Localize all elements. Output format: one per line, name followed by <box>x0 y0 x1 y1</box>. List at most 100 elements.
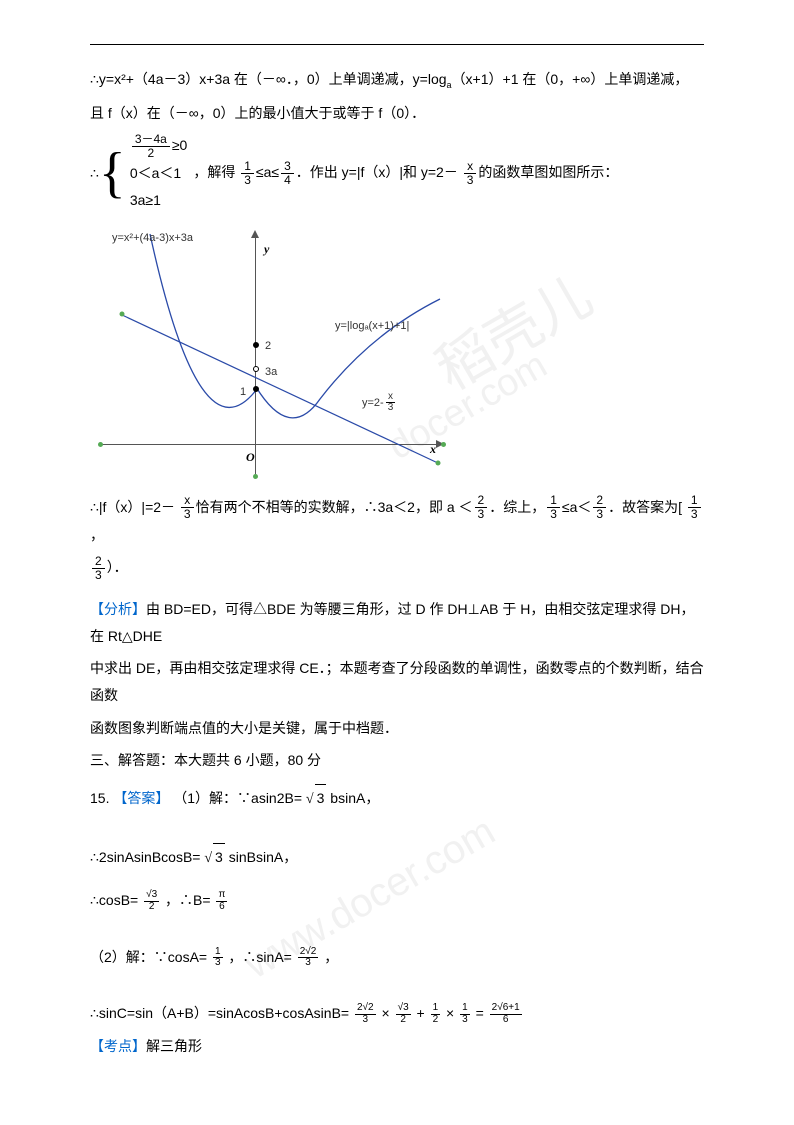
brace-after: ，解得 13≤a≤34．作出 y=|f（x）|和 y=2－ x3的函数草图如图所… <box>193 159 618 187</box>
label-parabola: y=x²+(4a-3)x+3a <box>112 228 193 249</box>
d: 3 <box>460 1015 470 1026</box>
point-2-label: 2 <box>265 336 271 357</box>
num: 3－4a <box>132 133 170 147</box>
point-1 <box>253 386 259 392</box>
point-2 <box>253 342 259 348</box>
answer-label: 【答案】 <box>113 790 169 806</box>
text: （x+1）+1 在（0，+∞）上单调递减， <box>452 71 689 87</box>
kaodian-line: 【考点】解三角形 <box>90 1033 704 1060</box>
q15-line1: 15. 【答案】 （1）解：∵asin2B= √3 bsinA， <box>90 784 704 814</box>
brace-left: { <box>99 145 126 201</box>
header-rule <box>90 44 704 45</box>
text: ．故答案为[ <box>608 499 686 515</box>
conclusion-line-2: 23）． <box>90 554 704 582</box>
text: ∴cosB= <box>90 892 142 908</box>
n: 3 <box>281 160 294 174</box>
d: 3 <box>241 174 254 187</box>
n: 2 <box>593 494 606 508</box>
text: × <box>378 1005 394 1021</box>
text: 由 BD=ED，可得△BDE 为等腰三角形，过 D 作 DH⊥AB 于 H，由相… <box>90 601 695 644</box>
x-axis-label: x <box>430 438 436 461</box>
q15-line3: ∴cosB= √32 ，∴B= π6 <box>90 887 704 914</box>
brace-row-3: 3a≥1 <box>130 187 188 214</box>
sqrt-body: 3 <box>315 784 327 812</box>
tail: ≥0 <box>172 137 187 153</box>
analysis-line-2: 中求出 DE，再由相交弦定理求得 CE．；本题考查了分段函数的单调性，函数零点的… <box>90 655 704 708</box>
d: 3 <box>547 508 560 521</box>
text: ∴sinC=sin（A+B）=sinAcosB+cosAsinB= <box>90 1005 353 1021</box>
label-log: y=|logₐ(x+1)+1| <box>335 316 409 337</box>
n: 1 <box>547 494 560 508</box>
section-3-heading: 三、解答题：本大题共 6 小题，80 分 <box>90 747 704 774</box>
brace-row-1: 3－4a2≥0 <box>130 132 188 160</box>
d: 2 <box>396 1015 411 1026</box>
origin-label: O <box>246 446 255 469</box>
text: ≤a≤ <box>256 164 279 180</box>
q15-line5: ∴sinC=sin（A+B）=sinAcosB+cosAsinB= 2√23 ×… <box>90 1000 704 1027</box>
text: = <box>472 1005 488 1021</box>
n: 1 <box>241 160 254 174</box>
text: bsinA， <box>326 790 379 806</box>
d: 2 <box>144 902 159 913</box>
text: 解三角形 <box>146 1038 202 1054</box>
q-num: 15. <box>90 790 109 806</box>
text: ∴y=x²+（4a－3）x+3a 在（－∞．，0）上单调递减，y=log <box>90 71 447 87</box>
q15-part2: （2）解：∵cosA= 13 ，∴sinA= 2√23 ， <box>90 944 704 971</box>
text: ∴|f（x）|=2－ <box>90 499 179 515</box>
text: ， <box>320 949 338 965</box>
line-end-dot <box>120 311 125 316</box>
n: 2 <box>92 555 105 569</box>
d: 3 <box>213 958 223 969</box>
text: ， <box>90 527 104 543</box>
text: ，解得 <box>193 164 239 180</box>
function-chart: y=x²+(4a-3)x+3a y=|logₐ(x+1)+1| y=2-x3 y… <box>90 224 450 484</box>
d: 3 <box>593 508 606 521</box>
d: 6 <box>490 1015 522 1026</box>
label-line: y=2-x3 <box>362 392 397 414</box>
q15-line2: ∴2sinAsinBcosB= √3 sinBsinA， <box>90 843 704 873</box>
point-3a-label: 3a <box>265 362 277 383</box>
kaodian-label: 【考点】 <box>90 1038 146 1054</box>
text: ．作出 y=|f（x）|和 y=2－ <box>296 164 462 180</box>
d: 6 <box>216 902 227 913</box>
text: + <box>413 1005 429 1021</box>
brace-system: ∴ { 3－4a2≥0 0＜a＜1 3a≥1 ，解得 13≤a≤34．作出 y=… <box>90 132 704 213</box>
point-3a-open <box>253 366 259 372</box>
text: ）． <box>107 559 128 575</box>
text: 的函数草图如图所示： <box>478 164 618 180</box>
d: 3 <box>92 569 105 582</box>
d: 3 <box>688 508 701 521</box>
analysis-line-3: 函数图象判断端点值的大小是关键，属于中档题． <box>90 715 704 742</box>
text: ．综上， <box>489 499 545 515</box>
line-2: 且 f（x）在（－∞，0）上的最小值大于或等于 f（0）． <box>90 100 704 127</box>
radical-icon: √ <box>204 851 212 866</box>
text: ≤a＜ <box>562 499 591 515</box>
d: 3 <box>298 958 319 969</box>
text: y=2- <box>362 397 384 409</box>
therefore: ∴ <box>90 160 99 187</box>
d: 3 <box>386 403 396 414</box>
text: ，∴B= <box>161 892 214 908</box>
sqrt-body: 3 <box>213 843 225 871</box>
line-1: ∴y=x²+（4a－3）x+3a 在（－∞．，0）上单调递减，y=loga（x+… <box>90 66 704 94</box>
line-end-dot <box>436 460 441 465</box>
text: ∴2sinAsinBcosB= <box>90 849 204 865</box>
n: x <box>181 494 194 508</box>
d: 3 <box>475 508 488 521</box>
text: （2）解：∵cosA= <box>90 949 211 965</box>
n: x <box>464 160 477 174</box>
y-axis-label: y <box>264 238 269 261</box>
den: 2 <box>132 147 170 160</box>
conclusion-line: ∴|f（x）|=2－ x3恰有两个不相等的实数解，∴3a＜2，即 a ＜23．综… <box>90 494 704 549</box>
analysis-label: 【分析】 <box>90 601 146 617</box>
analysis-block: 【分析】由 BD=ED，可得△BDE 为等腰三角形，过 D 作 DH⊥AB 于 … <box>90 596 704 649</box>
d: 3 <box>464 174 477 187</box>
text: × <box>442 1005 458 1021</box>
n: 2 <box>475 494 488 508</box>
radical-icon: √ <box>306 792 314 807</box>
n: 1 <box>688 494 701 508</box>
d: 2 <box>431 1015 441 1026</box>
brace-row-2: 0＜a＜1 <box>130 160 188 187</box>
text: 恰有两个不相等的实数解，∴3a＜2，即 a ＜ <box>196 499 473 515</box>
d: 4 <box>281 174 294 187</box>
